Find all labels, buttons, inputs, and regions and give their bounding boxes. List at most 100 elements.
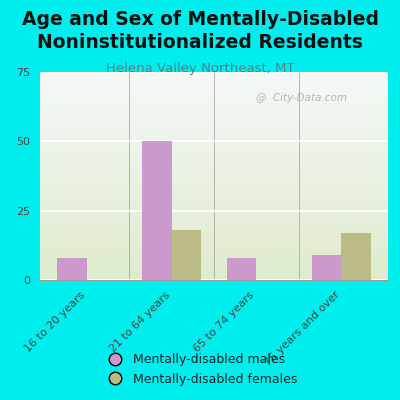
Bar	[40, 209, 388, 211]
Bar	[40, 249, 388, 251]
Bar	[40, 80, 388, 82]
Bar	[40, 222, 388, 224]
Bar	[40, 149, 388, 151]
Bar	[40, 143, 388, 145]
Bar	[40, 270, 388, 272]
Bar	[40, 193, 388, 195]
Bar	[40, 255, 388, 257]
Bar	[227, 258, 256, 280]
Bar	[40, 114, 388, 116]
Bar	[40, 257, 388, 259]
Bar	[40, 107, 388, 110]
Bar	[40, 201, 388, 203]
Bar	[40, 168, 388, 170]
Bar	[40, 220, 388, 222]
Bar	[40, 91, 388, 93]
Bar	[172, 230, 201, 280]
Bar	[40, 78, 388, 80]
Bar	[40, 112, 388, 114]
Bar	[40, 76, 388, 78]
Bar	[40, 251, 388, 253]
Bar	[40, 190, 388, 193]
Bar	[40, 170, 388, 172]
Bar	[40, 228, 388, 230]
Bar	[40, 130, 388, 132]
Bar	[40, 124, 388, 126]
Bar	[40, 120, 388, 122]
Bar	[40, 224, 388, 226]
Bar	[57, 258, 87, 280]
Bar	[40, 86, 388, 89]
Bar	[40, 151, 388, 153]
Bar	[40, 195, 388, 197]
Bar	[40, 128, 388, 130]
Bar	[40, 197, 388, 199]
Bar	[40, 240, 388, 242]
Bar	[40, 242, 388, 245]
Bar	[40, 238, 388, 240]
Bar	[40, 122, 388, 124]
Bar	[40, 166, 388, 168]
Bar	[40, 155, 388, 157]
Bar	[40, 174, 388, 176]
Bar	[40, 247, 388, 249]
Bar	[40, 184, 388, 186]
Bar	[40, 101, 388, 103]
Bar	[40, 116, 388, 118]
Bar	[40, 263, 388, 266]
Bar	[40, 105, 388, 107]
Bar	[40, 136, 388, 138]
Bar	[40, 132, 388, 134]
Bar	[40, 268, 388, 270]
Bar	[40, 126, 388, 128]
Bar	[40, 253, 388, 255]
Bar	[40, 110, 388, 112]
Bar	[40, 178, 388, 180]
Text: @  City-Data.com: @ City-Data.com	[256, 93, 347, 103]
Bar	[40, 211, 388, 214]
Bar	[40, 232, 388, 234]
Bar	[40, 261, 388, 263]
Bar	[40, 205, 388, 207]
Bar	[40, 234, 388, 236]
Bar	[40, 226, 388, 228]
Bar	[40, 245, 388, 247]
Bar	[40, 89, 388, 91]
Bar	[40, 162, 388, 164]
Bar	[40, 259, 388, 261]
Bar	[40, 266, 388, 268]
Bar	[40, 203, 388, 205]
Bar	[40, 145, 388, 147]
Bar	[40, 103, 388, 105]
Bar	[40, 278, 388, 280]
Bar	[40, 164, 388, 166]
Bar	[40, 134, 388, 136]
Bar	[40, 218, 388, 220]
Bar	[40, 153, 388, 155]
Bar	[40, 272, 388, 274]
Text: Helena Valley Northeast, MT: Helena Valley Northeast, MT	[106, 62, 294, 75]
Bar	[40, 182, 388, 184]
Bar	[40, 274, 388, 276]
Bar	[40, 230, 388, 232]
Bar	[40, 99, 388, 101]
Bar	[40, 118, 388, 120]
Bar	[40, 95, 388, 97]
Bar	[40, 207, 388, 209]
Bar	[40, 276, 388, 278]
Bar	[40, 74, 388, 76]
Bar	[142, 141, 172, 280]
Bar	[341, 233, 371, 280]
Bar	[40, 199, 388, 201]
Bar	[40, 147, 388, 149]
Bar	[40, 188, 388, 190]
Bar	[40, 72, 388, 74]
Bar	[40, 157, 388, 159]
Text: Age and Sex of Mentally-Disabled
Noninstitutionalized Residents: Age and Sex of Mentally-Disabled Noninst…	[22, 10, 378, 52]
Bar	[312, 255, 341, 280]
Bar	[40, 172, 388, 174]
Bar	[40, 82, 388, 84]
Bar	[40, 84, 388, 86]
Bar	[40, 236, 388, 238]
Bar	[40, 159, 388, 162]
